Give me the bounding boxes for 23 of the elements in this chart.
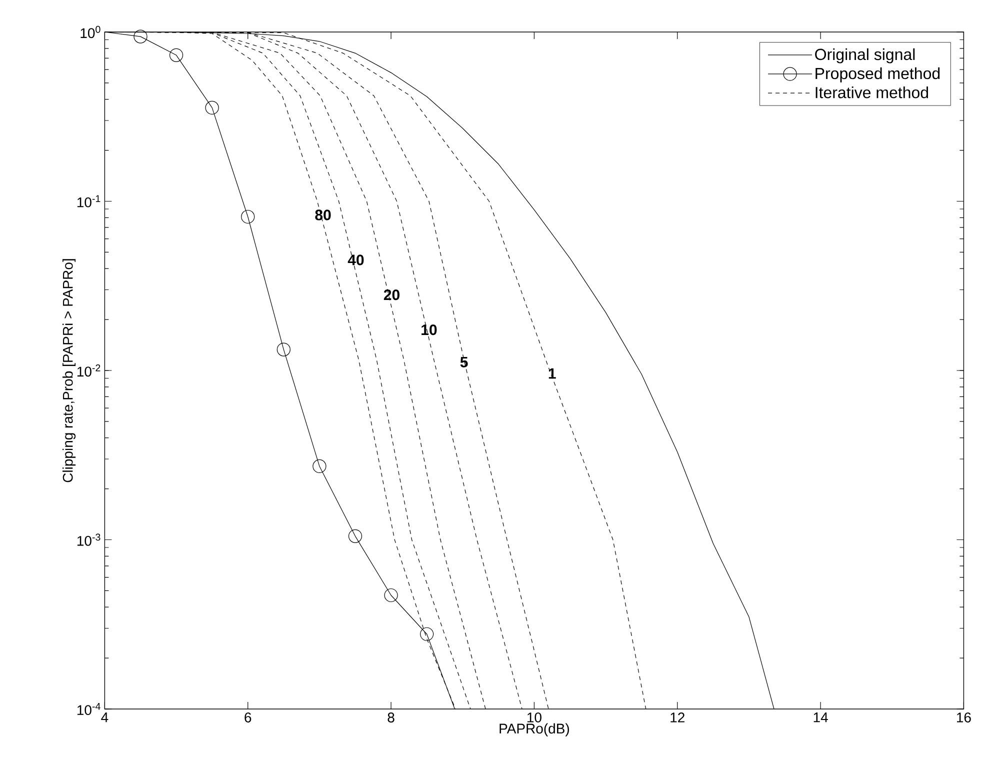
y-tick-label: 10$^{-2}$ xyxy=(77,364,100,377)
annotation: 20 xyxy=(384,290,400,300)
x-tick-label: 14 xyxy=(814,712,828,722)
x-tick-label: 4 xyxy=(101,712,108,722)
y-tick-label: 10$^{-1}$ xyxy=(77,195,100,208)
x-tick-label: 8 xyxy=(388,712,394,722)
annotation: 80 xyxy=(315,210,331,220)
annotation: 40 xyxy=(348,254,364,266)
legend-label: Proposed method xyxy=(816,67,940,82)
legend-label: Original signal xyxy=(815,48,915,64)
x-tick-label: 6 xyxy=(244,712,252,722)
y-tick-label: 10$^{-4}$ xyxy=(77,702,100,716)
y-axis-title: Clipping rate,Prob [PAPRi > PAPRo] xyxy=(62,259,76,482)
annotation: 5 xyxy=(460,356,468,368)
legend-label: Iterative method xyxy=(816,86,928,98)
x-tick-label: 12 xyxy=(670,712,684,722)
annotation: 10 xyxy=(422,324,437,336)
x-tick-label: 10 xyxy=(527,712,542,722)
annotation: 1 xyxy=(548,368,556,379)
y-tick-label: 10$^{-3}$ xyxy=(77,534,100,546)
x-axis-title: PAPRo(dB) xyxy=(500,723,569,736)
y-tick-label: 10$^{0}$ xyxy=(80,26,100,38)
x-tick-label: 16 xyxy=(956,712,971,722)
